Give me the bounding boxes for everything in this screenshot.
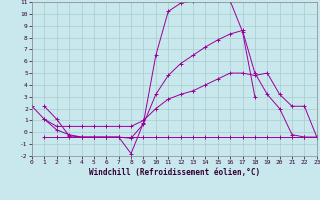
X-axis label: Windchill (Refroidissement éolien,°C): Windchill (Refroidissement éolien,°C) [89, 168, 260, 177]
